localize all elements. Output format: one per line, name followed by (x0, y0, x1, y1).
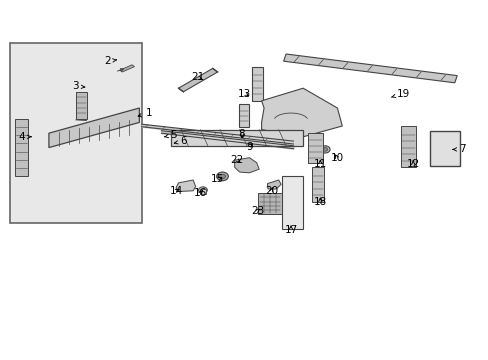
Text: 23: 23 (250, 206, 264, 216)
Text: 15: 15 (210, 174, 224, 184)
Circle shape (216, 172, 228, 181)
Text: 19: 19 (390, 89, 409, 99)
Bar (311, 167, 324, 202)
Text: 9: 9 (245, 141, 252, 152)
Text: 14: 14 (169, 186, 183, 196)
Polygon shape (267, 180, 281, 189)
Polygon shape (120, 65, 134, 72)
Bar (400, 126, 415, 167)
Polygon shape (261, 88, 342, 137)
Polygon shape (178, 68, 217, 92)
Bar (238, 104, 249, 127)
Bar (258, 193, 281, 214)
Text: 21: 21 (191, 72, 204, 82)
Bar (10, 43, 142, 223)
Bar (200, 189, 206, 194)
Text: 3: 3 (72, 81, 85, 91)
Circle shape (322, 148, 327, 151)
Polygon shape (171, 130, 303, 146)
Bar (15, 119, 28, 176)
Text: 2: 2 (104, 56, 116, 66)
Text: 8: 8 (238, 129, 245, 139)
Text: 10: 10 (330, 153, 343, 163)
Text: 4: 4 (19, 132, 31, 142)
Bar (76, 92, 86, 119)
Text: 11: 11 (313, 159, 326, 169)
Bar (429, 131, 459, 166)
Text: 18: 18 (313, 197, 326, 207)
Text: 20: 20 (264, 186, 277, 196)
Text: 17: 17 (284, 225, 297, 235)
Polygon shape (176, 180, 195, 192)
Text: 6: 6 (174, 136, 186, 146)
Text: 5: 5 (164, 130, 177, 140)
Circle shape (219, 174, 225, 179)
Polygon shape (234, 158, 259, 173)
Text: 7: 7 (452, 144, 465, 154)
Circle shape (198, 187, 207, 193)
Bar (307, 133, 322, 163)
Text: 22: 22 (230, 155, 244, 165)
Circle shape (320, 146, 329, 153)
Polygon shape (49, 108, 139, 148)
Text: 12: 12 (406, 159, 419, 169)
Bar (282, 176, 302, 229)
Text: 13: 13 (237, 89, 251, 99)
Bar (251, 67, 262, 101)
Text: 1: 1 (138, 108, 152, 118)
Polygon shape (283, 54, 456, 83)
Text: 16: 16 (193, 188, 207, 198)
